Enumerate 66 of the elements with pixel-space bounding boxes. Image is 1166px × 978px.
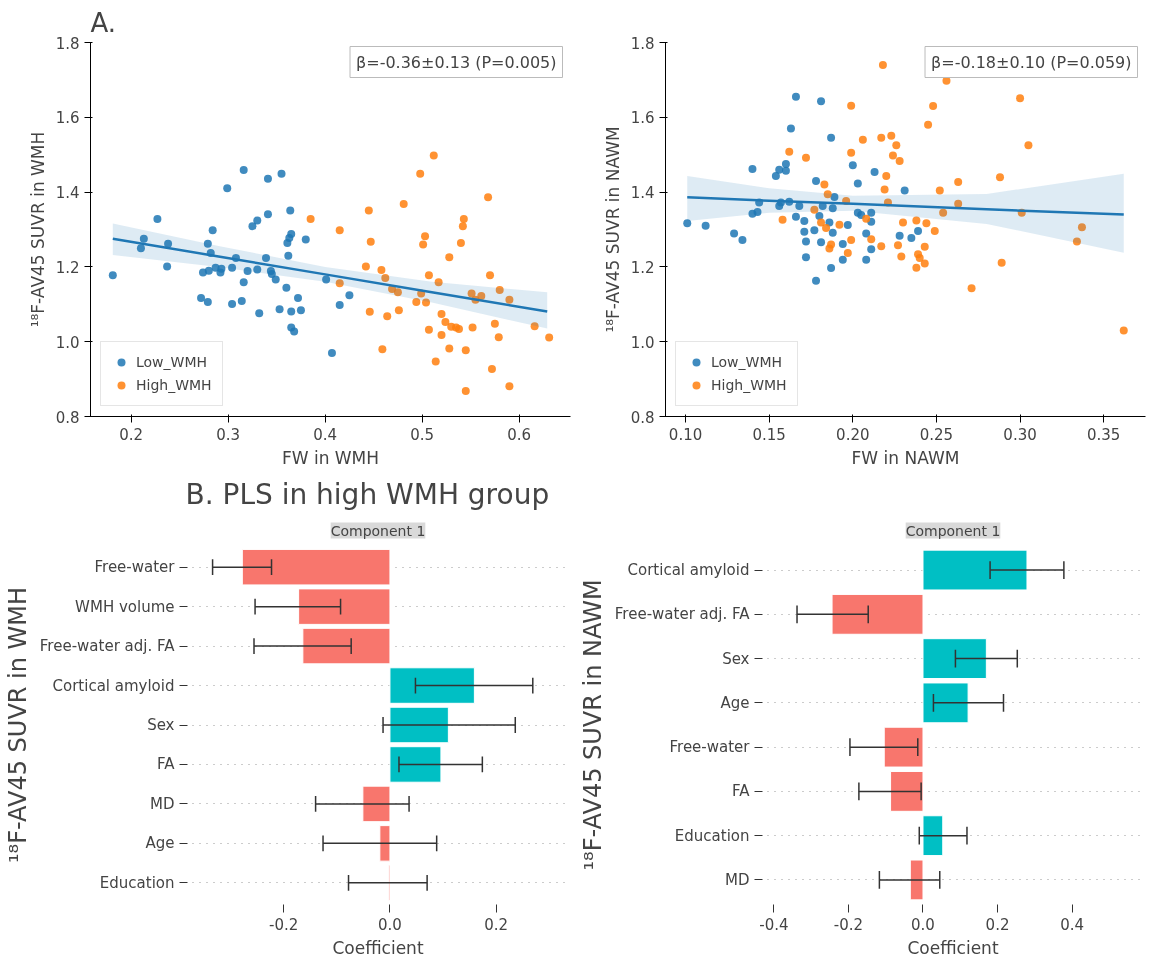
x-tick-label: 0.2 — [119, 425, 144, 444]
legend-label: High_WMH — [711, 377, 787, 393]
chart-title: A. — [90, 7, 117, 38]
x-tick-label: 0.25 — [919, 425, 954, 444]
y-tick-label: Age — [145, 834, 175, 853]
y-tick-label: 1.6 — [630, 109, 655, 128]
chart-title: B. PLS in high WMH group — [185, 477, 550, 511]
x-tick-label: 0.10 — [668, 425, 703, 444]
x-tick-label: 0.0 — [911, 915, 935, 934]
y-tick-label: 0.8 — [55, 408, 80, 427]
y-axis-title: ¹⁸F-AV45 SUVR in WMH — [27, 131, 48, 328]
y-tick-label: Sex — [722, 649, 750, 668]
y-axis-title: ¹⁸F-AV45 SUVR in NAWM — [602, 126, 623, 333]
x-tick-label: 0.30 — [1003, 425, 1037, 444]
x-tick-label: 0.15 — [752, 425, 786, 444]
x-axis-title: FW in WMH — [281, 447, 380, 468]
y-tick-label: Cortical amyloid — [627, 561, 750, 580]
y-tick-label: 1.2 — [630, 258, 655, 277]
y-tick-label: 1.8 — [55, 34, 80, 53]
x-tick-label: 0.6 — [507, 425, 532, 444]
y-tick-label: Sex — [147, 716, 175, 734]
annotation: β=-0.18±0.10 (P=0.059) — [931, 52, 1132, 72]
x-tick-label: 0.4 — [313, 425, 338, 444]
y-tick-label: Free-water — [94, 558, 176, 577]
y-tick-label: Education — [674, 826, 750, 845]
y-tick-label: 0.8 — [630, 408, 655, 427]
x-tick-label: 0.4 — [1060, 915, 1085, 934]
legend-label: Low_WMH — [711, 354, 783, 370]
x-axis-title: FW in NAWM — [851, 447, 960, 468]
y-tick-label: 1.2 — [55, 258, 80, 277]
legend-label: High_WMH — [136, 377, 212, 393]
x-tick-label: 0.0 — [378, 915, 402, 934]
x-tick-label: 0.20 — [836, 425, 870, 444]
y-tick-label: 1.4 — [630, 184, 655, 203]
x-tick-label: 0.2 — [985, 915, 1010, 934]
y-axis-title: ¹⁸F-AV45 SUVR in NAWM — [578, 579, 607, 871]
x-tick-label: 0.3 — [216, 425, 241, 444]
y-axis-title: ¹⁸F-AV45 SUVR in WMH — [3, 586, 32, 864]
x-tick-label: -0.2 — [269, 915, 299, 934]
y-tick-label: 1.6 — [55, 109, 80, 128]
x-tick-label: 0.35 — [1086, 425, 1121, 444]
legend-label: Low_WMH — [136, 354, 208, 370]
y-tick-label: Age — [720, 693, 750, 712]
x-axis-title: Coefficient — [332, 937, 424, 958]
x-tick-label: 0.2 — [484, 915, 509, 934]
y-tick-label: MD — [725, 870, 750, 889]
y-tick-label: Education — [99, 873, 175, 892]
annotation: β=-0.36±0.13 (P=0.005) — [356, 52, 557, 72]
y-tick-label: Free-water adj. FA — [614, 605, 751, 624]
y-tick-label: 1.4 — [55, 184, 80, 203]
x-tick-label: 0.5 — [410, 425, 435, 444]
y-tick-label: 1.0 — [55, 333, 80, 352]
y-tick-label: Free-water adj. FA — [39, 637, 176, 656]
chart-subtitle: Component 1 — [905, 522, 1001, 539]
y-tick-label: MD — [150, 794, 175, 813]
x-axis-title: Coefficient — [907, 937, 999, 958]
chart-subtitle: Component 1 — [330, 522, 426, 539]
y-tick-label: Free-water — [669, 738, 751, 757]
y-tick-label: 1.8 — [630, 34, 655, 53]
y-tick-label: 1.0 — [630, 333, 655, 352]
y-tick-label: FA — [156, 755, 176, 774]
x-tick-label: -0.4 — [759, 915, 789, 934]
x-tick-label: -0.2 — [833, 915, 864, 934]
y-tick-label: Cortical amyloid — [52, 676, 175, 695]
y-tick-label: WMH volume — [75, 597, 175, 616]
y-tick-label: FA — [731, 782, 751, 801]
